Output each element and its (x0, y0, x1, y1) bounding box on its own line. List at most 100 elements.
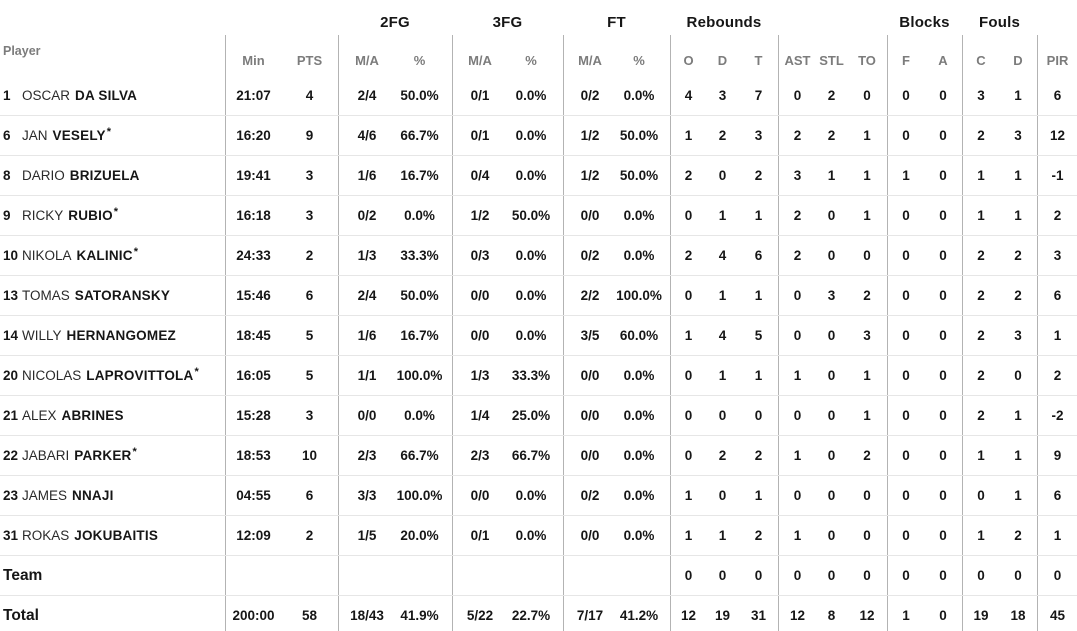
player-number: 9 (3, 208, 11, 223)
stat-2fg-ma: 2/4 (338, 276, 395, 315)
stat-blk-f: 0 (887, 276, 924, 315)
player-last-name[interactable]: BRIZUELA (69, 168, 140, 183)
stat-2fg-pct: 16.7% (400, 168, 439, 183)
stat-blk-a: 0 (939, 448, 947, 463)
stat-reb-o: 0 (670, 276, 706, 315)
player-number: 23 (3, 488, 19, 503)
stat-3fg-pct: 0.0% (515, 128, 547, 143)
player-first-name[interactable]: JAN (22, 128, 48, 143)
stat-reb-o: 1 (670, 316, 706, 355)
player-last-name[interactable]: PARKER (74, 448, 132, 463)
player-first-name[interactable]: TOMAS (22, 288, 70, 303)
stat-ast: 0 (778, 316, 816, 355)
player-last-name[interactable]: SATORANSKY (74, 288, 171, 303)
stat-ast: 0 (778, 276, 816, 315)
stat-min: 16:20 (225, 116, 281, 155)
player-row: 20 NICOLAS LAPROVITTOLA * 16:05 5 1/1 100.0% 1/3… (0, 355, 1077, 395)
player-last-name[interactable]: VESELY (52, 128, 106, 143)
total-row: Total 200:00 58 18/43 41.9% 5/22 22.7% 7/17 41.2… (0, 595, 1077, 631)
stat-ast: 2 (778, 236, 816, 275)
player-last-name[interactable]: NNAJI (72, 488, 114, 503)
player-first-name[interactable]: WILLY (22, 328, 62, 343)
group-header-3fg: 3FG (492, 14, 523, 31)
group-header-blocks: Blocks (899, 14, 950, 31)
stat-reb-d: 0 (718, 568, 727, 583)
player-row: 13 TOMAS SATORANSKY 15:46 6 2/4 50.0% 0/0 0.0% 2/… (0, 275, 1077, 315)
stat-reb-t: 0 (754, 568, 763, 583)
stat-foul-c: 1 (962, 436, 999, 475)
stat-2fg-ma: 1/1 (338, 356, 395, 395)
stat-to: 3 (863, 328, 871, 343)
column-header-min: Min (225, 35, 281, 75)
player-last-name[interactable]: KALINIC (76, 248, 133, 263)
stat-reb-d: 1 (718, 208, 727, 223)
stat-3fg-pct: 33.3% (511, 368, 551, 383)
player-first-name[interactable]: NICOLAS (22, 368, 82, 383)
stat-pir: -2 (1037, 396, 1077, 435)
player-first-name[interactable]: NIKOLA (22, 248, 72, 263)
column-header-blk-f: F (887, 35, 924, 75)
row-label: Team (3, 566, 43, 584)
stat-3fg-pct: 66.7% (511, 448, 551, 463)
player-last-name[interactable]: DA SILVA (75, 87, 138, 103)
stat-foul-c: 2 (962, 116, 999, 155)
group-header-fouls: Fouls (979, 14, 1020, 31)
player-number: 6 (3, 128, 11, 143)
stat-reb-o: 2 (670, 236, 706, 275)
stat-3fg-ma: 1/3 (452, 356, 507, 395)
player-first-name[interactable]: OSCAR (22, 87, 71, 103)
row-label-cell: Total (0, 596, 225, 631)
stat-blk-f: 0 (887, 396, 924, 435)
stat-2fg-ma: 1/6 (338, 156, 395, 195)
stat-3fg-ma: 2/3 (452, 436, 507, 475)
stat-2fg-ma (338, 556, 395, 595)
stat-reb-o: 1 (670, 116, 706, 155)
stat-ft-ma: 0/2 (563, 75, 616, 115)
stat-stl: 1 (827, 168, 836, 183)
stat-ft-pct: 0.0% (623, 368, 655, 383)
stat-min: 24:33 (225, 236, 281, 275)
stat-pir: 3 (1037, 236, 1077, 275)
stat-2fg-pct: 33.3% (400, 248, 439, 263)
stat-reb-d: 2 (718, 128, 727, 143)
stat-3fg-ma: 1/2 (452, 196, 507, 235)
stat-min: 21:07 (225, 75, 281, 115)
stat-ft-pct: 0.0% (623, 448, 655, 463)
stat-3fg-pct: 0.0% (515, 328, 547, 343)
player-first-name[interactable]: ROKAS (22, 528, 70, 543)
row-label: Total (3, 606, 39, 624)
player-first-name[interactable]: DARIO (22, 168, 65, 183)
stat-pts: 3 (305, 408, 314, 423)
stat-ft-ma: 7/17 (563, 596, 616, 631)
player-number: 13 (3, 288, 19, 303)
stat-3fg-ma: 5/22 (452, 596, 507, 631)
player-row: 21 ALEX ABRINES 15:28 3 0/0 0.0% 1/4 25.0% 0/0 0.0… (0, 395, 1077, 435)
stat-stl: 0 (827, 248, 836, 263)
stat-blk-f: 0 (887, 556, 924, 595)
stat-pts (281, 556, 338, 595)
column-header-reb-t: T (754, 53, 763, 68)
player-last-name[interactable]: LAPROVITTOLA (86, 368, 194, 383)
stat-3fg-ma (452, 556, 507, 595)
player-cell: 20 NICOLAS LAPROVITTOLA * (0, 356, 225, 395)
player-last-name[interactable]: HERNANGOMEZ (66, 328, 176, 343)
player-last-name[interactable]: ABRINES (61, 408, 124, 423)
player-first-name[interactable]: JAMES (22, 488, 68, 503)
stat-ft-pct: 0.0% (623, 488, 655, 503)
stat-min: 15:46 (225, 276, 281, 315)
player-first-name[interactable]: ALEX (22, 408, 57, 423)
player-first-name[interactable]: JABARI (22, 448, 70, 463)
stat-2fg-pct: 66.7% (400, 448, 439, 463)
stat-ft-ma: 3/5 (563, 316, 616, 355)
stat-foul-c: 1 (962, 156, 999, 195)
stat-stl: 8 (827, 608, 836, 623)
column-header-ast: AST (778, 35, 816, 75)
player-first-name[interactable]: RICKY (22, 208, 64, 223)
player-cell: 14 WILLY HERNANGOMEZ (0, 316, 225, 355)
stat-ast: 0 (778, 75, 816, 115)
stat-foul-c: 19 (962, 596, 999, 631)
player-last-name[interactable]: JOKUBAITIS (74, 528, 159, 543)
player-number: 21 (3, 408, 19, 423)
stat-foul-d: 3 (1014, 128, 1022, 143)
player-last-name[interactable]: RUBIO (68, 208, 113, 223)
